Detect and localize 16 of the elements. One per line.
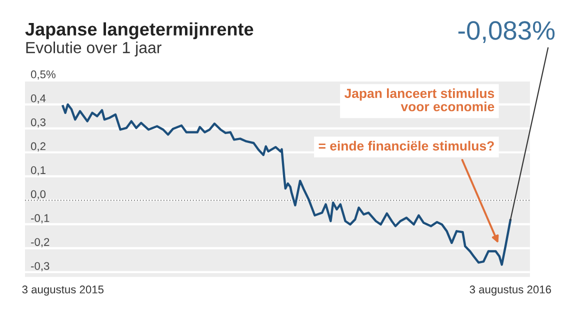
y-tick-label: -0,3 (31, 262, 50, 272)
x-tick-label: 3 augustus 2016 (470, 286, 551, 296)
y-tick-label: 0,2 (30, 142, 46, 152)
y-tick-label: 0,0 (30, 190, 46, 200)
y-tick-label: 0,5% (30, 70, 56, 80)
y-tick-label: -0,2 (31, 238, 50, 248)
y-tick-label: -0,1 (31, 214, 50, 224)
annotation: -0,083% (458, 21, 555, 43)
annotation: = einde financiële stimulus? (318, 140, 494, 151)
x-tick-label: 3 augustus 2015 (22, 286, 104, 296)
chart-title: Japanse langetermijnrente (25, 22, 254, 40)
y-tick-label: 0,4 (30, 94, 46, 104)
annotation: Japan lanceert stimulus voor economie (344, 88, 494, 112)
y-tick-label: 0,3 (30, 118, 46, 128)
chart-subtitle: Evolutie over 1 jaar (26, 42, 162, 56)
y-tick-label: 0,1 (30, 166, 46, 176)
